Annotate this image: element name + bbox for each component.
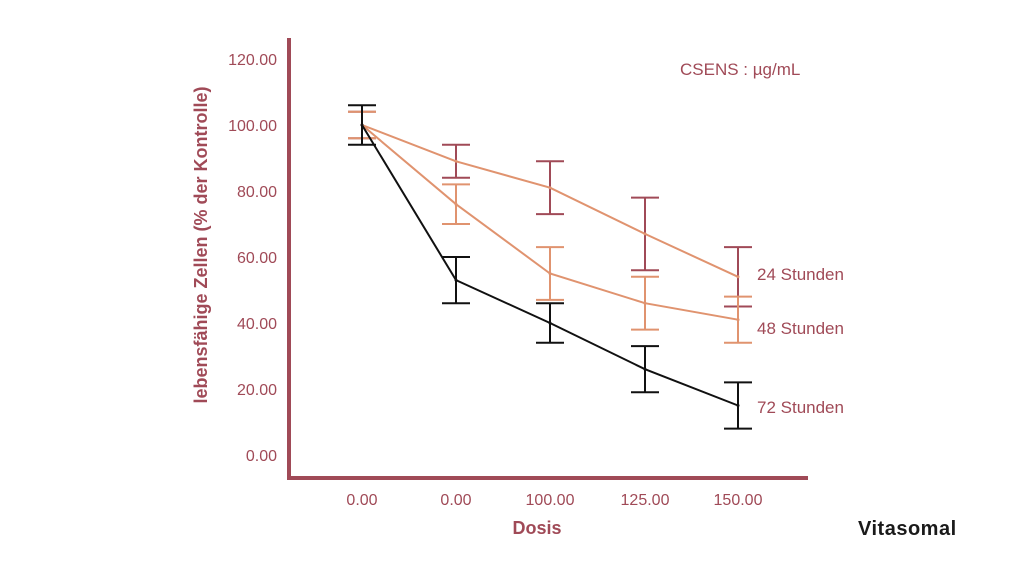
data-point [548,272,552,275]
x-tick-label: 100.00 [526,492,575,509]
y-tick-label: 100.00 [228,118,277,135]
error-bar [348,104,376,146]
y-tick-label: 40.00 [237,316,277,333]
data-point [454,159,458,163]
error-bar [536,246,564,301]
data-point [643,301,647,305]
series-label: 72 Stunden [757,398,844,417]
error-bar [442,143,470,179]
error-bar [631,196,659,272]
data-point [454,202,458,206]
error-bar [442,256,470,305]
error-bar [536,302,564,344]
error-bar [631,275,659,331]
x-axis-title: Dosis [512,518,561,538]
data-point [736,404,740,407]
brand-logo: Vitasomal [858,518,957,540]
data-point [454,278,458,282]
series-labels: 24 Stunden 48 Stunden 72 Stunden [757,265,844,417]
error-bar [536,160,564,216]
data-point [360,123,364,127]
data-point [643,367,647,371]
x-tick-label: 0.00 [440,492,471,509]
series-group [348,104,752,430]
error-bar [724,295,752,344]
y-tick-label: 20.00 [237,382,277,399]
y-axis-title: lebensfähige Zellen (% der Kontrolle) [191,86,211,403]
data-point [736,275,740,279]
series-label: 48 Stunden [757,319,844,338]
data-point [548,186,552,190]
error-bar [631,345,659,394]
series-label: 24 Stunden [757,265,844,284]
data-point [548,321,552,325]
data-point [643,232,647,236]
y-tick-label: 60.00 [237,250,277,267]
data-point [736,318,740,322]
error-bar [724,381,752,430]
x-tick-label: 150.00 [714,492,763,509]
axes [287,38,808,480]
y-tick-labels: 0.00 20.00 40.00 60.00 80.00 100.00 120.00 [228,52,277,465]
y-tick-label: 80.00 [237,184,277,201]
x-tick-label: 0.00 [346,492,377,509]
error-bar [442,183,470,225]
unit-annotation: CSENS : µg/mL [680,60,800,79]
y-tick-label: 0.00 [246,448,277,465]
x-tick-label: 125.00 [621,492,670,509]
y-tick-label: 120.00 [228,52,277,69]
x-tick-labels: 0.00 0.00 100.00 125.00 150.00 [346,492,762,509]
